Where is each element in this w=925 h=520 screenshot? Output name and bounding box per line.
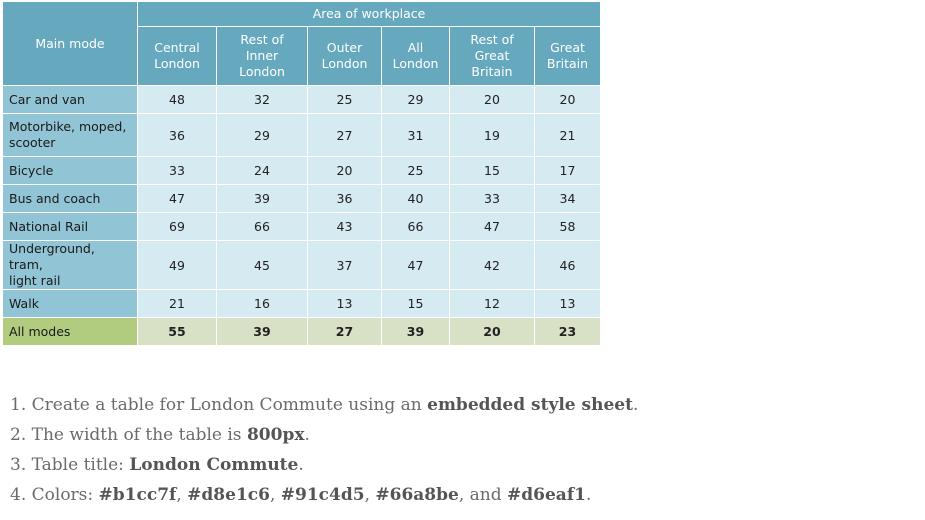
table-cell: 47 [137, 184, 217, 213]
table-cell: 36 [307, 184, 382, 213]
total-cell: 39 [381, 317, 450, 346]
instructions-list: 1. Create a table for London Commute usi… [10, 393, 638, 513]
commute-table: Main mode Area of workplace Central Londo… [2, 1, 602, 346]
area-of-workplace-header: Area of workplace [136, 1, 602, 27]
table-cell: 21 [137, 289, 217, 318]
table-row: Car and van 48 32 25 29 20 20 [2, 85, 602, 114]
table-cell: 17 [533, 156, 602, 185]
commute-table-container: Main mode Area of workplace Central Londo… [2, 1, 602, 346]
column-header: Rest of Great Britain [449, 26, 535, 86]
table-cell: 47 [381, 240, 450, 290]
table-cell: 25 [381, 156, 450, 185]
column-header: Outer London [307, 26, 382, 86]
table-cell: 29 [216, 113, 308, 157]
table-cell: 27 [307, 113, 382, 157]
table-row: Motorbike, moped, scooter 36 29 27 31 19 … [2, 113, 602, 157]
table-cell: 20 [533, 85, 602, 114]
total-row: All modes 55 39 27 39 20 23 [2, 317, 602, 346]
table-cell: 58 [533, 212, 602, 241]
table-cell: 43 [307, 212, 382, 241]
table-cell: 20 [449, 85, 535, 114]
table-cell: 15 [381, 289, 450, 318]
column-header: All London [381, 26, 450, 86]
table-cell: 21 [533, 113, 602, 157]
table-cell: 33 [449, 184, 535, 213]
total-row-label: All modes [2, 317, 138, 346]
column-header: Great Britain [533, 26, 602, 86]
table-cell: 13 [533, 289, 602, 318]
table-cell: 20 [307, 156, 382, 185]
instruction-item: 2. The width of the table is 800px. [10, 425, 310, 445]
table-row: National Rail 69 66 43 66 47 58 [2, 212, 602, 241]
instruction-item: 3. Table title: London Commute. [10, 455, 304, 475]
table-cell: 33 [137, 156, 217, 185]
group-header-row: Main mode Area of workplace [2, 1, 602, 86]
row-label: Walk [2, 289, 138, 318]
table-cell: 15 [449, 156, 535, 185]
column-header-row: Central London Rest of Inner London Outer L… [3, 26, 602, 86]
table-cell: 13 [307, 289, 382, 318]
table-cell: 49 [137, 240, 217, 290]
table-cell: 42 [449, 240, 535, 290]
table-cell: 39 [216, 184, 308, 213]
table-cell: 16 [216, 289, 308, 318]
table-cell: 19 [449, 113, 535, 157]
table-cell: 40 [381, 184, 450, 213]
table-cell: 24 [216, 156, 308, 185]
table-cell: 32 [216, 85, 308, 114]
table-cell: 34 [533, 184, 602, 213]
table-cell: 12 [449, 289, 535, 318]
table-row: Bus and coach 47 39 36 40 33 34 [2, 184, 602, 213]
table-cell: 69 [137, 212, 217, 241]
table-cell: 45 [216, 240, 308, 290]
total-cell: 55 [137, 317, 217, 346]
column-header: Central London [137, 26, 217, 86]
main-mode-header: Main mode [2, 1, 138, 86]
table-cell: 46 [533, 240, 602, 290]
row-label: National Rail [2, 212, 138, 241]
table-cell: 36 [137, 113, 217, 157]
column-header: Rest of Inner London [216, 26, 308, 86]
table-cell: 48 [137, 85, 217, 114]
instruction-item: 4. Colors: #b1cc7f, #d8e1c6, #91c4d5, #6… [10, 485, 592, 505]
table-cell: 66 [381, 212, 450, 241]
total-cell: 39 [216, 317, 308, 346]
table-row: Underground, tram, light rail 49 45 37 47… [2, 240, 602, 290]
table-row: Bicycle 33 24 20 25 15 17 [2, 156, 602, 185]
table-row: Walk 21 16 13 15 12 13 [2, 289, 602, 318]
row-label: Car and van [2, 85, 138, 114]
row-label: Motorbike, moped, scooter [2, 113, 138, 157]
instruction-item: 1. Create a table for London Commute usi… [10, 395, 639, 415]
total-cell: 23 [533, 317, 602, 346]
table-cell: 66 [216, 212, 308, 241]
row-label: Underground, tram, light rail [2, 240, 138, 290]
row-label: Bus and coach [2, 184, 138, 213]
table-cell: 47 [449, 212, 535, 241]
total-cell: 20 [449, 317, 535, 346]
table-cell: 31 [381, 113, 450, 157]
row-label: Bicycle [2, 156, 138, 185]
table-cell: 25 [307, 85, 382, 114]
table-cell: 29 [381, 85, 450, 114]
total-cell: 27 [307, 317, 382, 346]
table-cell: 37 [307, 240, 382, 290]
